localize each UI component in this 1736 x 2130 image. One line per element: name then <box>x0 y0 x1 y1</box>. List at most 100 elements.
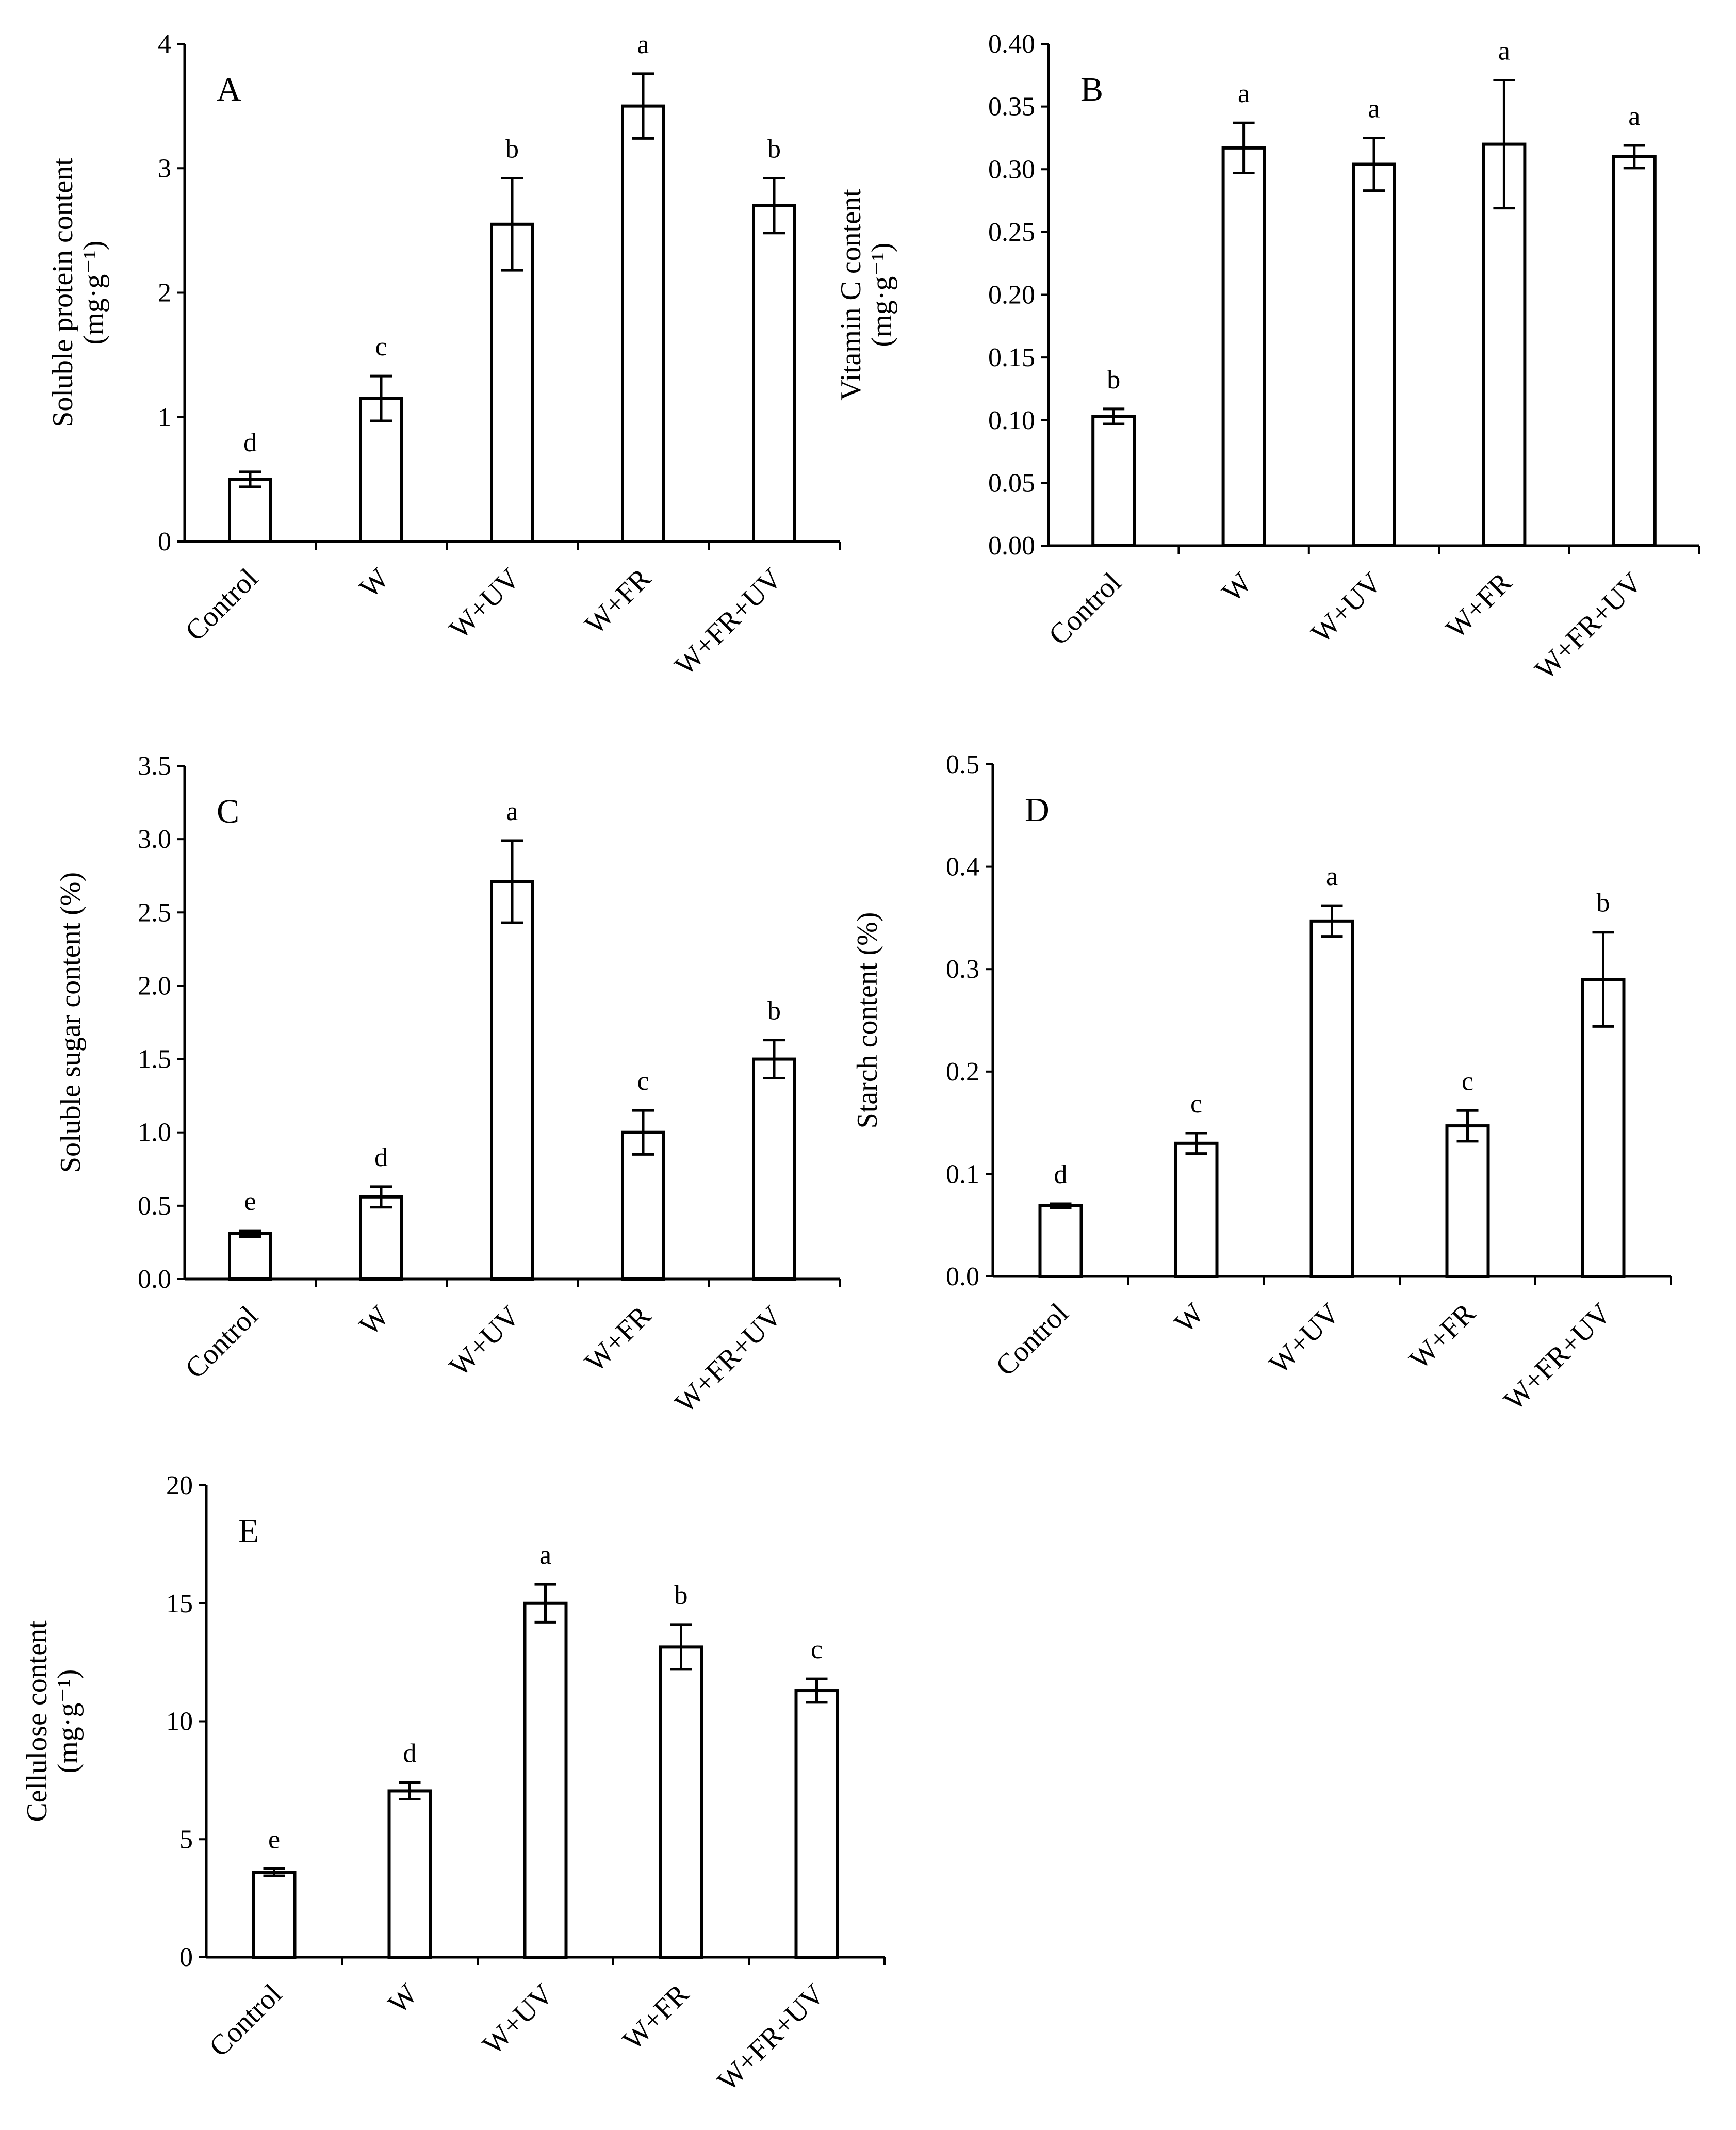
x-category-label: W+UV <box>443 1300 526 1383</box>
significance-letter: c <box>1462 1067 1473 1096</box>
significance-letter: b <box>1107 365 1120 395</box>
x-category-label: W+UV <box>1263 1297 1346 1380</box>
bar <box>387 1789 432 1959</box>
y-tick-label: 0.4 <box>946 853 979 882</box>
panel-label: C <box>217 793 239 830</box>
x-category-label: W+FR <box>579 562 657 641</box>
y-tick-label: 0.35 <box>988 92 1035 122</box>
significance-letter: a <box>637 30 649 59</box>
y-tick-label: 1 <box>158 403 171 432</box>
panel-label: A <box>217 71 241 108</box>
y-tick-label: 4 <box>158 29 171 59</box>
significance-letter: e <box>268 1825 280 1854</box>
y-tick-label: 0.40 <box>988 29 1035 59</box>
y-tick-label: 3.5 <box>138 751 171 781</box>
y-tick-label: 0 <box>179 1943 193 1972</box>
significance-letter: c <box>811 1635 823 1664</box>
x-category-label: W+UV <box>443 562 526 645</box>
y-axis-unit: (mg·g⁻¹) <box>78 241 110 345</box>
y-tick-label: 1.5 <box>138 1045 171 1074</box>
bar <box>1581 978 1626 1279</box>
x-category-label: W <box>1216 566 1258 608</box>
significance-letter: a <box>1628 102 1640 131</box>
y-tick-label: 0.15 <box>988 343 1035 372</box>
significance-letter: c <box>637 1067 649 1096</box>
significance-letter: a <box>506 797 518 826</box>
x-category-label: W+FR <box>1403 1297 1482 1375</box>
x-category-label: W+FR <box>617 1978 695 2056</box>
panel-label: D <box>1025 791 1050 829</box>
y-tick-label: 2 <box>158 278 171 308</box>
significance-letter: d <box>1054 1160 1068 1189</box>
bar <box>1174 1141 1219 1279</box>
significance-letter: c <box>1190 1089 1202 1119</box>
x-category-label: Control <box>179 562 264 647</box>
y-tick-label: 0.30 <box>988 155 1035 184</box>
y-axis-title: Vitamin C content <box>835 189 867 401</box>
bar <box>659 1645 703 1959</box>
panel-b: 0.00 0.05 0.10 0.15 0.20 0.25 0.30 0.35 0.40 b Con… <box>835 29 1700 686</box>
y-tick-label: 0.0 <box>138 1265 171 1294</box>
x-category-label: W+FR+UV <box>669 1300 789 1419</box>
x-category-label: Control <box>179 1300 264 1385</box>
bar <box>228 1232 272 1281</box>
bar <box>794 1689 839 1959</box>
y-tick-label: 10 <box>166 1707 193 1736</box>
y-tick-label: 0.2 <box>946 1057 979 1087</box>
y-tick-label: 20 <box>166 1471 193 1500</box>
x-category-label: Control <box>990 1297 1075 1382</box>
bar <box>1038 1204 1083 1279</box>
y-tick-label: 15 <box>166 1589 193 1618</box>
x-category-label: W <box>353 562 395 604</box>
bar <box>1309 919 1354 1279</box>
panel-d: 0.0 0.1 0.2 0.3 0.4 0.5 d Control c Wa W+UV c W+FR b W… <box>851 750 1672 1417</box>
significance-letter: b <box>1597 889 1610 918</box>
x-category-label: W <box>382 1978 423 2020</box>
bar <box>1612 155 1657 547</box>
bar <box>523 1601 568 1959</box>
significance-letter: d <box>403 1739 417 1768</box>
bar <box>752 204 796 543</box>
bar <box>1091 415 1136 548</box>
panel-label: E <box>238 1512 259 1550</box>
y-tick-label: 0.0 <box>946 1262 979 1291</box>
bar <box>490 222 534 543</box>
bar <box>359 1195 403 1281</box>
y-tick-label: 0.1 <box>946 1159 979 1189</box>
significance-letter: a <box>539 1541 551 1570</box>
significance-letter: b <box>767 135 781 164</box>
x-category-label: W+FR+UV <box>711 1978 831 2098</box>
bar <box>752 1057 796 1281</box>
x-category-label: Control <box>1043 566 1128 651</box>
y-tick-label: 0.05 <box>988 468 1035 498</box>
x-category-label: W <box>353 1300 395 1341</box>
bar <box>621 1130 665 1281</box>
significance-letter: d <box>374 1143 388 1172</box>
significance-letter: b <box>767 996 781 1026</box>
bar <box>228 478 272 543</box>
y-axis-unit: (mg·g⁻¹) <box>866 243 898 347</box>
x-category-label: W+FR+UV <box>1498 1297 1617 1417</box>
significance-letter: a <box>1498 37 1510 66</box>
y-axis-unit: (mg·g⁻¹) <box>52 1669 84 1774</box>
bar <box>490 880 534 1281</box>
y-tick-label: 0.20 <box>988 281 1035 310</box>
y-tick-label: 0.00 <box>988 531 1035 561</box>
y-tick-label: 0.3 <box>946 955 979 984</box>
x-category-label: W <box>1168 1297 1210 1339</box>
significance-letter: b <box>505 135 519 164</box>
bar <box>252 1871 297 1959</box>
y-tick-label: 5 <box>179 1825 193 1854</box>
significance-letter: e <box>244 1187 256 1216</box>
x-category-label: W+FR <box>1440 566 1518 645</box>
y-tick-label: 1.0 <box>138 1118 171 1148</box>
x-category-label: W+UV <box>477 1978 560 2061</box>
significance-letter: d <box>243 428 257 457</box>
y-tick-label: 3.0 <box>138 825 171 854</box>
y-axis-title: Soluble protein content <box>47 158 79 428</box>
panel-e: 0 5 10 15 20 e Control d Wa W+UV b W+FR c W+FR+UV E Cel… <box>21 1471 886 2098</box>
y-tick-label: 0 <box>158 527 171 556</box>
x-category-label: W+FR+UV <box>669 562 789 682</box>
x-category-label: Control <box>203 1978 288 2063</box>
